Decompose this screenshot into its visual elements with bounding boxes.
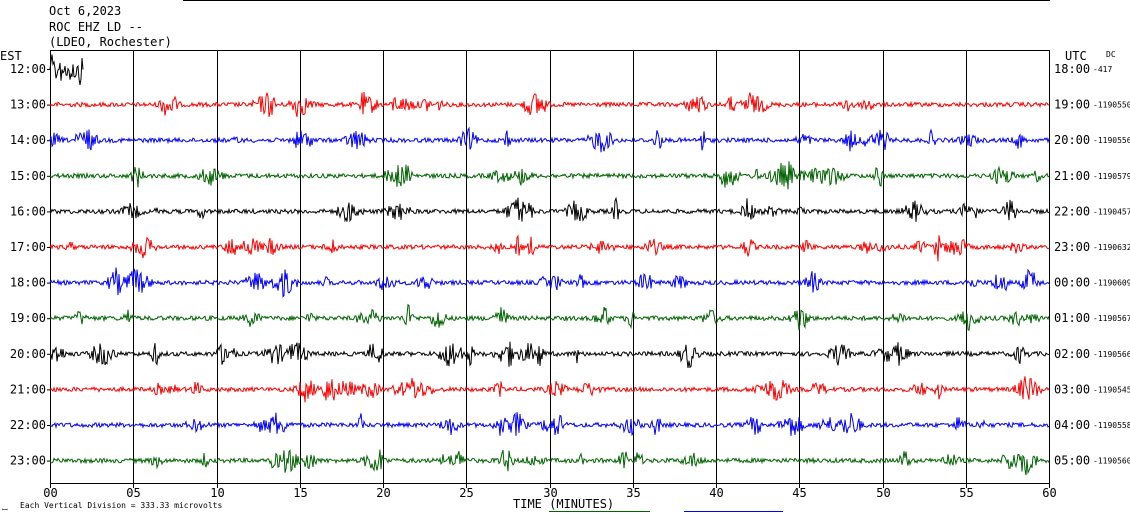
gridlines <box>133 51 967 483</box>
dc-offset-2000: -1190556 <box>1093 136 1130 145</box>
trace-1600 <box>49 196 1050 223</box>
trace-1500 <box>49 161 1049 190</box>
dc-offset-0400: -1190558 <box>1093 421 1130 430</box>
est-label-1500: 15:00 <box>10 169 46 183</box>
est-label-1900: 19:00 <box>10 311 46 325</box>
utc-label-1800: 18:00 <box>1054 62 1090 76</box>
dc-offset-2200: -1190457 <box>1093 207 1130 216</box>
est-label-2200: 22:00 <box>10 418 46 432</box>
x-axis-ticks: 00 05 10 15 20 25 30 35 40 45 50 55 60 <box>43 483 1057 500</box>
x-tick-label-30: 30 <box>543 486 557 500</box>
x-axis-title: TIME (MINUTES) <box>513 497 614 511</box>
x-tick-label-05: 05 <box>126 486 140 500</box>
x-tick-label-50: 50 <box>876 486 890 500</box>
traces <box>49 54 1050 476</box>
dc-label: DC <box>1106 50 1116 59</box>
x-tick-label-60: 60 <box>1042 486 1056 500</box>
est-label-2000: 20:00 <box>10 347 46 361</box>
scale-note: Each Vertical Division = 333.33 microvol… <box>20 501 222 510</box>
utc-label-2100: 21:00 <box>1054 169 1090 183</box>
header-date: Oct 6,2023 <box>49 4 122 18</box>
utc-label-0000: 00:00 <box>1054 276 1090 290</box>
est-label-1700: 17:00 <box>10 240 46 254</box>
x-tick-label-45: 45 <box>792 486 806 500</box>
utc-label-0400: 04:00 <box>1054 418 1090 432</box>
est-label-2300: 23:00 <box>10 454 46 468</box>
est-label-1200: 12:00 <box>10 62 46 76</box>
dc-offset-0500: -1190560 <box>1093 457 1130 466</box>
x-tick-label-20: 20 <box>376 486 390 500</box>
utc-label-0500: 05:00 <box>1054 454 1090 468</box>
dc-offset-0000: -1190609 <box>1093 279 1130 288</box>
trace-1200 <box>49 54 84 85</box>
dc-offset-2100: -1190579 <box>1093 172 1130 181</box>
utc-label-0300: 03:00 <box>1054 382 1090 396</box>
est-label-1400: 14:00 <box>10 133 46 147</box>
x-tick-label-10: 10 <box>210 486 224 500</box>
utc-label-2000: 20:00 <box>1054 133 1090 147</box>
est-label-1800: 18:00 <box>10 276 46 290</box>
trace-2300 <box>49 449 1050 476</box>
trace-2200 <box>49 412 1050 437</box>
dc-offset-2300: -1190632 <box>1093 243 1130 252</box>
left-timezone-label: EST <box>0 49 22 63</box>
utc-label-0200: 02:00 <box>1054 347 1090 361</box>
dc-offset-1900: -1190550 <box>1093 101 1130 110</box>
dc-offset-0200: -1190566 <box>1093 350 1130 359</box>
utc-label-2200: 22:00 <box>1054 204 1090 218</box>
est-label-1300: 13:00 <box>10 98 46 112</box>
header-station: ROC EHZ LD -- <box>49 20 143 34</box>
header-location: (LDEO, Rochester) <box>49 35 172 49</box>
scale-note-marker: ꟷ <box>2 506 8 514</box>
x-tick-label-00: 00 <box>43 486 57 500</box>
x-tick-label-55: 55 <box>959 486 973 500</box>
est-label-2100: 21:00 <box>10 382 46 396</box>
right-timezone-label: UTC <box>1065 49 1087 63</box>
dc-offset-0100: -1190567 <box>1093 314 1130 323</box>
trace-2100 <box>49 376 1050 403</box>
trace-1300 <box>49 91 1050 118</box>
x-tick-label-35: 35 <box>626 486 640 500</box>
dc-offset-1800: -417 <box>1093 65 1112 74</box>
x-tick-label-25: 25 <box>459 486 473 500</box>
utc-label-0100: 01:00 <box>1054 311 1090 325</box>
trace-1900 <box>49 303 1050 332</box>
trace-1400 <box>49 126 1050 153</box>
dc-offset-0300: -1190545 <box>1093 385 1130 394</box>
utc-label-1900: 19:00 <box>1054 98 1090 112</box>
x-tick-label-40: 40 <box>709 486 723 500</box>
trace-1800 <box>49 267 1050 298</box>
utc-label-2300: 23:00 <box>1054 240 1090 254</box>
x-tick-label-15: 15 <box>293 486 307 500</box>
est-label-1600: 16:00 <box>10 204 46 218</box>
trace-1700 <box>49 234 1050 262</box>
trace-2000 <box>49 341 1050 369</box>
